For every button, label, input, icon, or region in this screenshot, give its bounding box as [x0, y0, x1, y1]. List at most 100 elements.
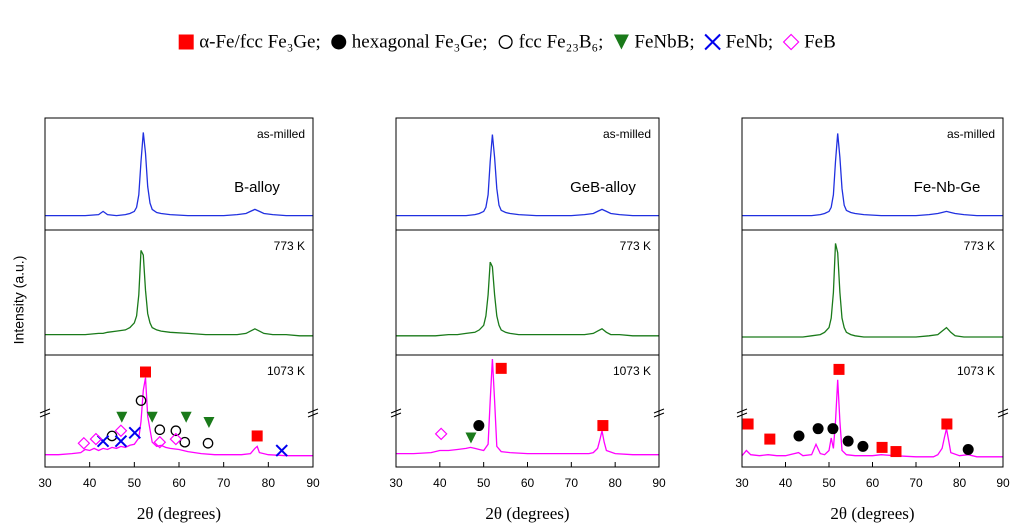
- marker: [857, 440, 869, 452]
- marker: [782, 33, 800, 51]
- marker: [178, 34, 194, 50]
- marker: [613, 34, 629, 50]
- x-tick-label: 50: [128, 476, 142, 490]
- marker: [170, 425, 182, 437]
- panel-label: as-milled: [947, 127, 995, 141]
- panel-label: 1073 K: [267, 364, 305, 378]
- xrd-curve: [742, 133, 1003, 217]
- x-tick-label: 60: [521, 476, 535, 490]
- marker: [128, 426, 141, 440]
- x-tick-label: 40: [433, 476, 447, 490]
- x-tick-label: 30: [38, 476, 52, 490]
- axis-break: [39, 408, 51, 418]
- x-tick-label: 90: [652, 476, 666, 490]
- alloy-label: GeB-alloy: [570, 179, 636, 196]
- marker: [153, 435, 167, 449]
- axis-break: [653, 408, 665, 418]
- marker: [876, 441, 888, 453]
- xrd-curve: [45, 132, 313, 217]
- legend-label: FeNbB;: [634, 31, 694, 52]
- marker: [77, 436, 91, 450]
- alloy-label: B-alloy: [234, 179, 280, 196]
- panel-label: 1073 K: [613, 364, 651, 378]
- marker: [179, 436, 191, 448]
- panel-label: as-milled: [257, 127, 305, 141]
- marker: [962, 443, 974, 455]
- x-tick-label: 30: [735, 476, 749, 490]
- x-tick-label: 70: [909, 476, 923, 490]
- marker: [597, 420, 609, 432]
- x-tick-label: 70: [217, 476, 231, 490]
- legend: α-Fe/fcc Fe₃Ge; hexagonal Fe₃Ge; fcc Fe₂₃B…: [178, 31, 836, 52]
- x-tick-label: 60: [172, 476, 186, 490]
- xrd-curve: [396, 261, 659, 337]
- marker: [203, 416, 215, 428]
- x-tick-label: 40: [83, 476, 97, 490]
- marker: [465, 432, 477, 444]
- xrd-curve: [742, 243, 1003, 338]
- marker: [890, 446, 902, 458]
- marker: [833, 363, 845, 375]
- marker: [202, 437, 214, 449]
- marker: [941, 418, 953, 430]
- marker: [116, 411, 128, 423]
- x-tick-label: 40: [779, 476, 793, 490]
- x-tick-label: 60: [866, 476, 880, 490]
- xrd-curve: [396, 134, 659, 217]
- x-tick-label: 90: [306, 476, 320, 490]
- x-tick-label: 80: [262, 476, 276, 490]
- marker: [812, 423, 824, 435]
- marker: [275, 444, 288, 457]
- marker: [114, 434, 128, 448]
- legend-label: FeNb;: [726, 31, 774, 52]
- x-axis-label: 2θ (degrees): [137, 504, 221, 523]
- x-tick-label: 30: [389, 476, 403, 490]
- marker: [498, 34, 513, 50]
- x-tick-label: 80: [953, 476, 967, 490]
- marker: [827, 423, 839, 435]
- legend-label: hexagonal Fe₃Ge;: [352, 31, 488, 52]
- marker: [434, 427, 448, 441]
- xrd-curve: [742, 379, 1003, 458]
- x-tick-label: 70: [565, 476, 579, 490]
- marker: [473, 420, 485, 432]
- legend-label: fcc Fe₂₃B₆;: [519, 31, 604, 52]
- marker: [180, 411, 192, 423]
- marker: [704, 33, 721, 51]
- marker: [114, 424, 128, 438]
- x-axis-label: 2θ (degrees): [830, 504, 914, 523]
- marker: [742, 418, 754, 430]
- marker: [169, 432, 183, 446]
- marker: [495, 362, 507, 374]
- x-tick-label: 50: [822, 476, 836, 490]
- marker: [146, 411, 158, 423]
- axis-break: [736, 408, 748, 418]
- marker: [764, 433, 776, 445]
- x-tick-label: 80: [608, 476, 622, 490]
- marker: [842, 435, 854, 447]
- y-axis-label: Intensity (a.u.): [11, 256, 27, 345]
- marker: [154, 424, 166, 436]
- alloy-label: Fe-Nb-Ge: [914, 179, 981, 196]
- marker: [89, 432, 103, 446]
- legend-label: FeB: [804, 31, 836, 52]
- marker: [793, 430, 805, 442]
- panel-label: 773 K: [620, 239, 651, 253]
- axis-break: [307, 408, 319, 418]
- panel-label: as-milled: [603, 127, 651, 141]
- x-tick-label: 50: [477, 476, 491, 490]
- x-tick-label: 90: [996, 476, 1010, 490]
- xrd-curve: [45, 250, 313, 337]
- marker: [140, 366, 151, 378]
- marker: [251, 430, 263, 442]
- axis-break: [390, 408, 402, 418]
- x-axis-label: 2θ (degrees): [485, 504, 569, 523]
- marker: [135, 395, 147, 406]
- xrd-curve: [45, 377, 313, 457]
- marker: [331, 34, 347, 50]
- panel-label: 773 K: [274, 239, 305, 253]
- panel-label: 773 K: [964, 239, 995, 253]
- panel-label: 1073 K: [957, 364, 995, 378]
- axis-break: [997, 408, 1009, 418]
